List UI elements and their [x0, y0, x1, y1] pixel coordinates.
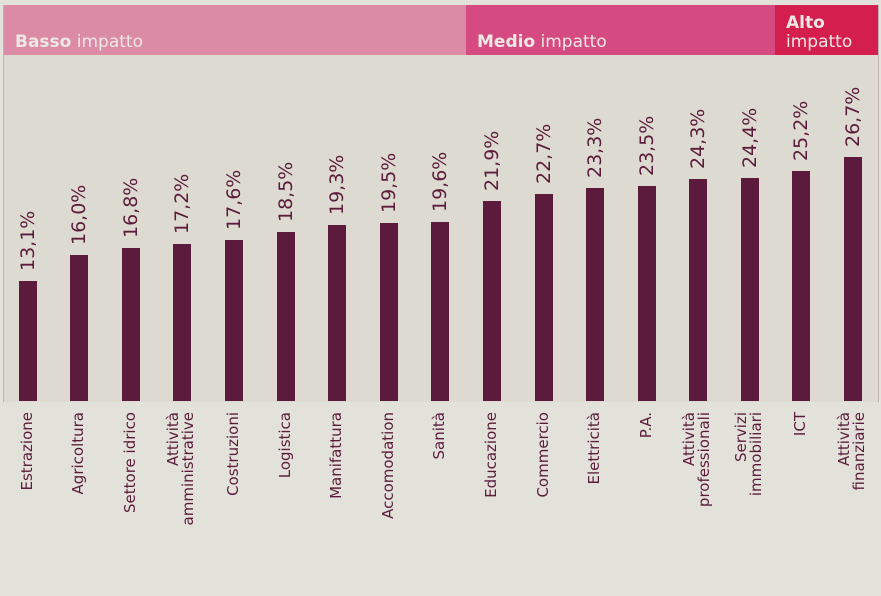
bar — [638, 186, 656, 401]
group-title-bold: Basso — [15, 32, 72, 52]
bar-value-label: 13,1% — [17, 210, 39, 271]
category-label: Attività amministrative — [164, 412, 197, 526]
bar-value-label: 17,2% — [171, 173, 193, 234]
group-panel-alto: Alto impatto — [775, 5, 879, 402]
bar-value-label: 23,3% — [584, 117, 606, 178]
bar-value-label: 26,7% — [842, 86, 864, 147]
bar — [277, 232, 295, 401]
group-title-bold: Alto — [786, 13, 825, 33]
category-label: Agricoltura — [69, 412, 87, 495]
group-title-rest: impatto — [786, 32, 853, 52]
group-header-basso: Basso impatto — [4, 5, 466, 55]
category-label: Logistica — [276, 412, 294, 479]
bar-value-label: 16,0% — [68, 184, 90, 245]
bar — [225, 240, 243, 401]
category-label: Elettricità — [585, 412, 603, 485]
bar — [792, 171, 810, 401]
group-header-alto: Alto impatto — [775, 5, 878, 55]
category-label: Sanità — [430, 412, 448, 460]
category-label: Accomodation — [379, 412, 397, 519]
bar-value-label: 23,5% — [636, 115, 658, 176]
bar — [122, 248, 140, 401]
category-label: Servizi immobiliari — [732, 412, 765, 497]
category-label: Costruzioni — [224, 412, 242, 496]
group-title-rest: impatto — [535, 32, 607, 52]
bar-value-label: 22,7% — [533, 123, 555, 184]
category-label: P.A. — [637, 412, 655, 439]
category-label: Commercio — [534, 412, 552, 498]
group-header-medio: Medio impatto — [466, 5, 775, 55]
bar — [70, 255, 88, 401]
bar-value-label: 19,3% — [326, 154, 348, 215]
bar — [380, 223, 398, 401]
category-label: Manifattura — [327, 412, 345, 499]
bar-value-label: 19,6% — [429, 151, 451, 212]
bar — [844, 157, 862, 401]
category-label: Estrazione — [18, 412, 36, 491]
bar — [483, 201, 501, 401]
category-label: Attività professionali — [680, 412, 713, 508]
bar-value-label: 21,9% — [481, 130, 503, 191]
bar — [586, 188, 604, 401]
bar-value-label: 24,4% — [739, 107, 761, 168]
bar-value-label: 18,5% — [275, 161, 297, 222]
bar — [535, 194, 553, 401]
bar-value-label: 17,6% — [223, 169, 245, 230]
category-label: ICT — [791, 412, 809, 437]
bar — [19, 281, 37, 401]
group-title-bold: Medio — [477, 32, 536, 52]
bar-value-label: 25,2% — [790, 100, 812, 161]
category-label: Educazione — [482, 412, 500, 498]
bar-value-label: 16,8% — [120, 177, 142, 238]
category-label: Attività finanziarie — [835, 412, 868, 491]
bar-value-label: 24,3% — [687, 108, 709, 169]
bar — [431, 222, 449, 401]
group-panel-medio: Medio impatto — [466, 5, 776, 402]
bar-value-label: 19,5% — [378, 152, 400, 213]
category-label: Settore idrico — [121, 412, 139, 513]
bar — [741, 178, 759, 401]
bar — [173, 244, 191, 401]
bar — [328, 225, 346, 401]
bar — [689, 179, 707, 401]
group-title-rest: impatto — [71, 32, 143, 52]
